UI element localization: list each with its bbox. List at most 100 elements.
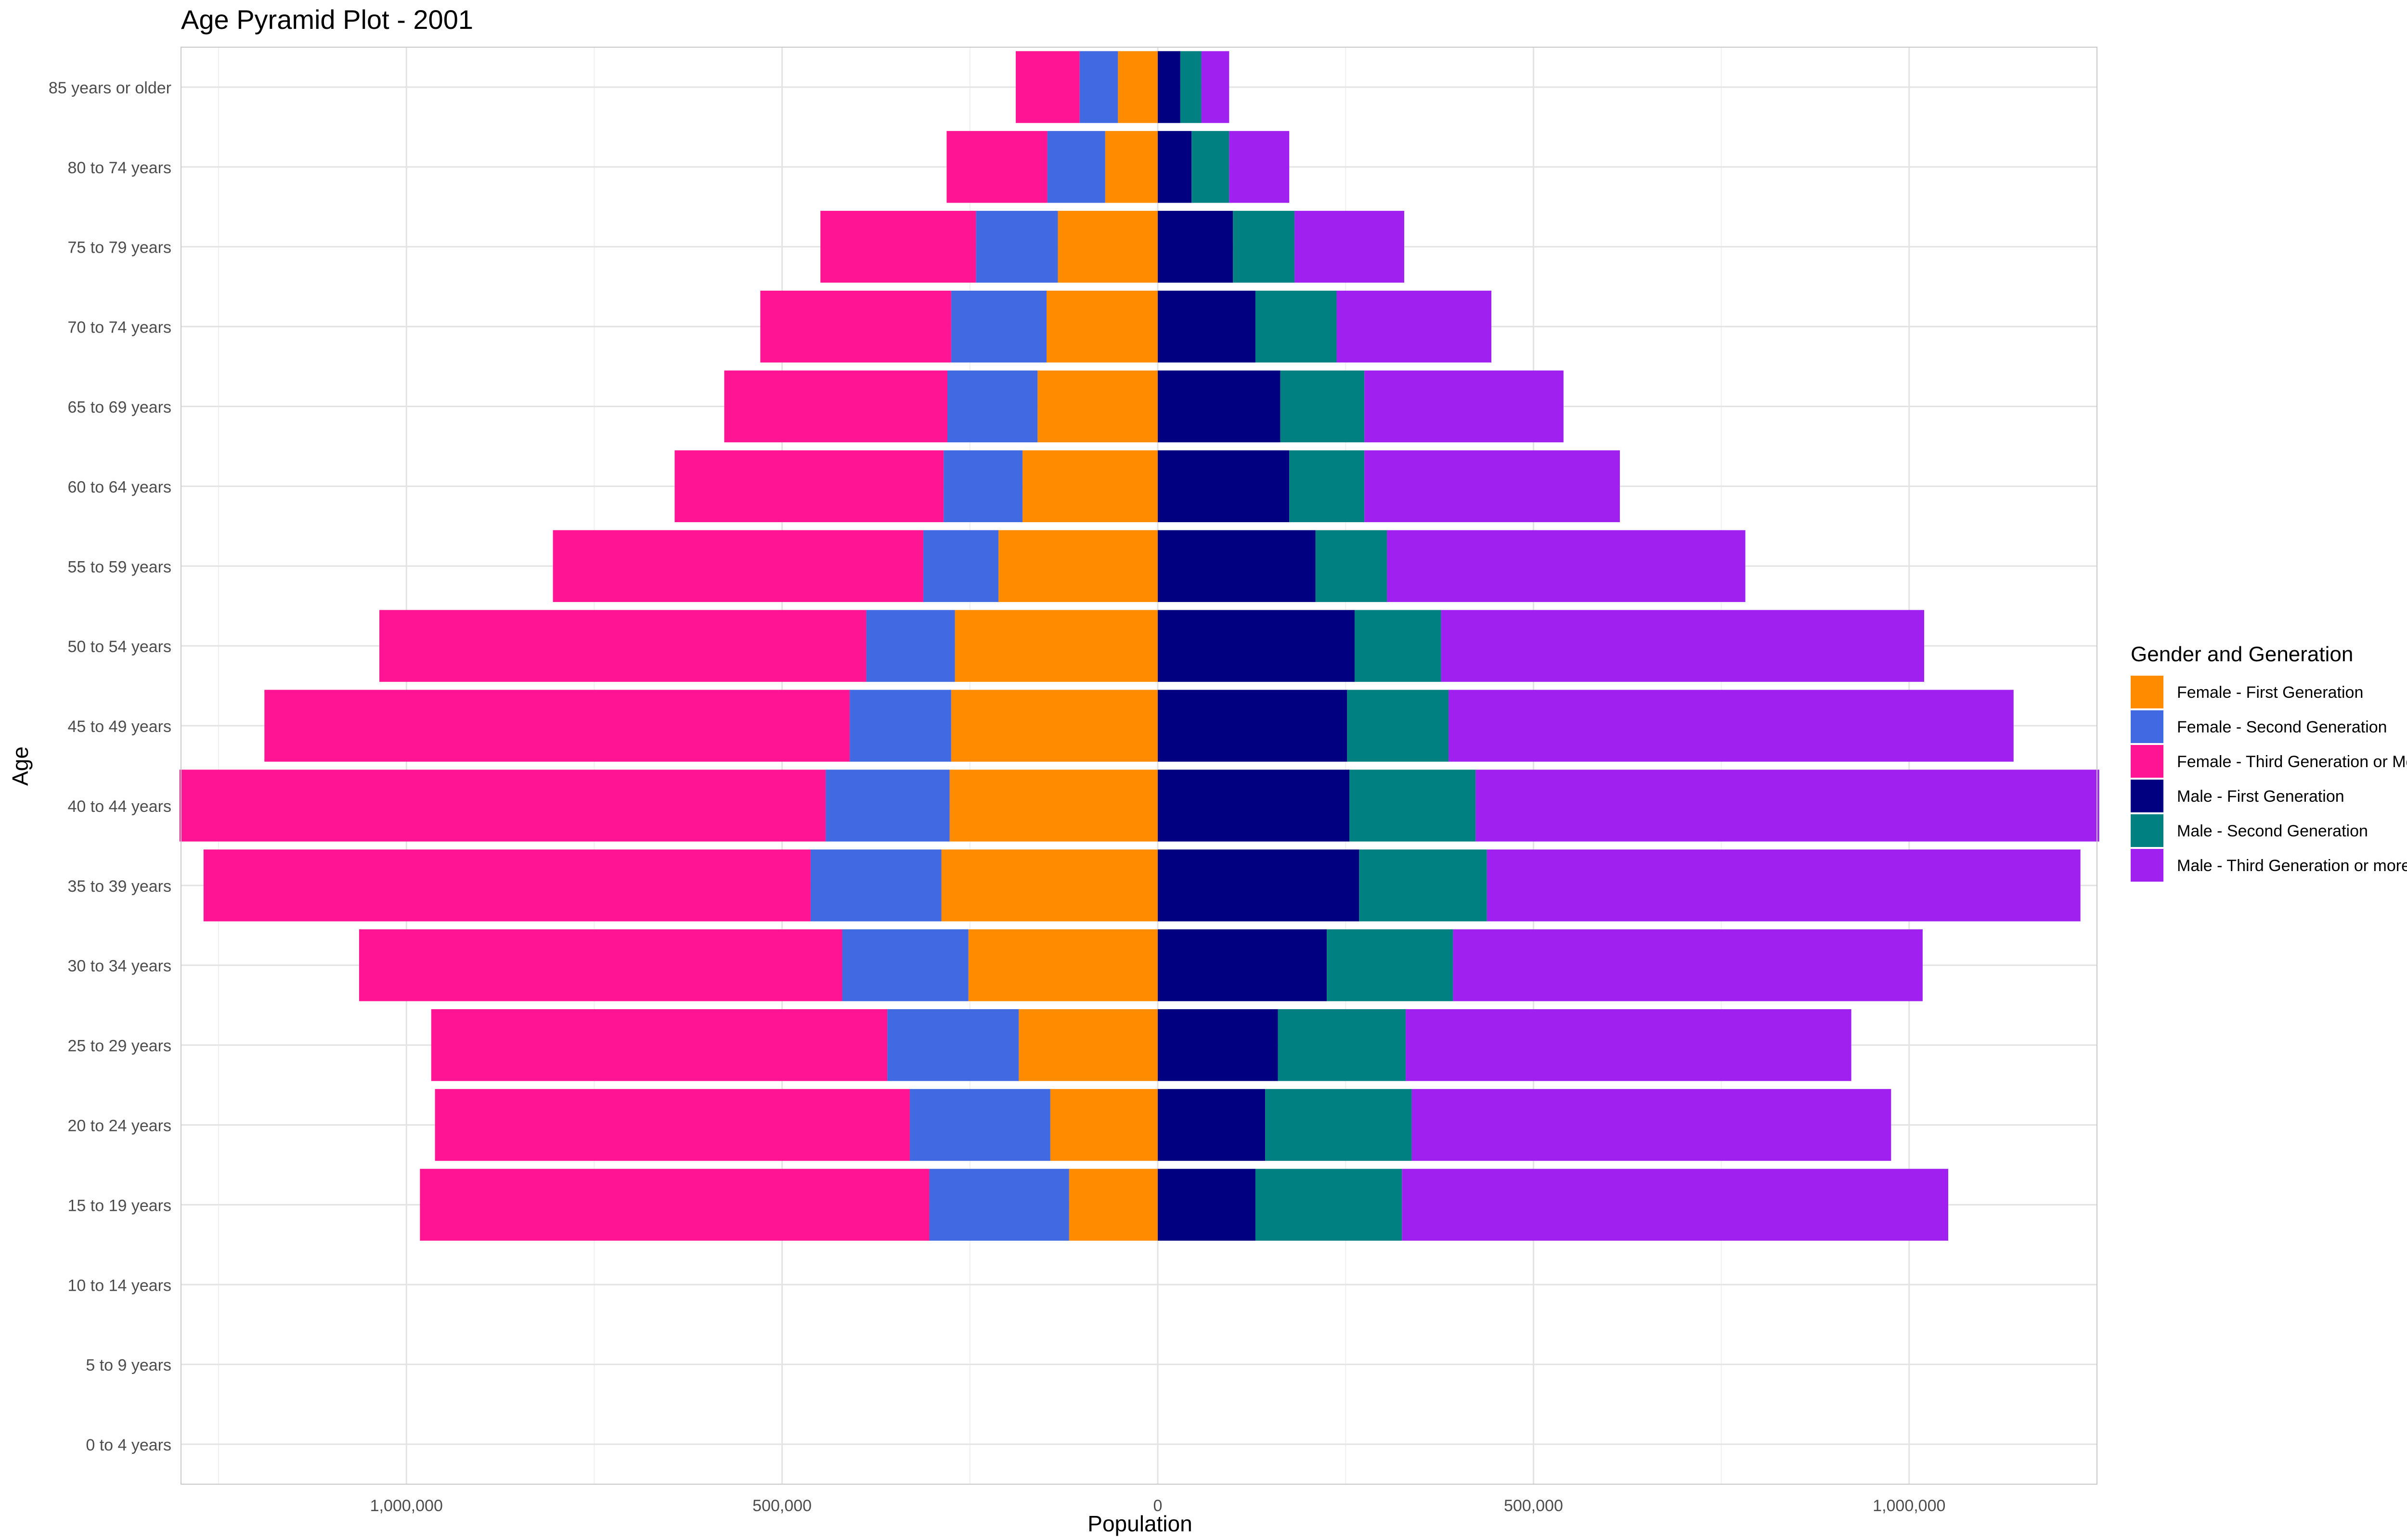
bar-segment <box>1158 1089 1266 1161</box>
bar-segment <box>1158 51 1180 123</box>
bar-segment <box>1255 290 1337 363</box>
y-tick-label: 85 years or older <box>49 79 171 97</box>
bar-segment <box>1019 1009 1158 1081</box>
plot-border <box>181 47 2097 1485</box>
bar-segment <box>1158 131 1192 203</box>
bar-segment <box>1158 1009 1278 1081</box>
bar-segment <box>1411 1089 1891 1161</box>
x-axis-tick-labels: 1,000,000 500,000 0 500,000 1,000,000 <box>370 1497 1946 1515</box>
bar-segment <box>1229 131 1290 203</box>
bar-segment <box>1158 849 1359 922</box>
bar-segment <box>1487 849 2081 922</box>
bar-segment <box>826 770 950 842</box>
bar-segment <box>810 849 942 922</box>
legend-label: Male - Third Generation or more <box>2177 857 2407 875</box>
legend-label: Female - Third Generation or More <box>2177 753 2407 771</box>
bar-segment <box>866 610 955 682</box>
y-tick-label: 65 to 69 years <box>68 398 171 417</box>
bar-segment <box>1449 690 2014 762</box>
bar-segment <box>944 450 1023 523</box>
bar-segment <box>1079 51 1118 123</box>
x-tick-label: 500,000 <box>1504 1497 1563 1515</box>
bar-segment <box>1349 770 1476 842</box>
bar-segment <box>674 450 944 523</box>
bar-segment <box>179 770 826 842</box>
y-tick-label: 20 to 24 years <box>68 1117 171 1135</box>
bar-segment <box>1359 849 1487 922</box>
bar-segment <box>850 690 951 762</box>
bar-segment <box>1050 1089 1158 1161</box>
bars <box>179 51 2099 1241</box>
bar-segment <box>379 610 867 682</box>
legend-swatch <box>2131 745 2163 778</box>
bar-segment <box>941 849 1158 922</box>
bar-segment <box>1364 450 1620 523</box>
bar-segment <box>949 770 1158 842</box>
bar-segment <box>1265 1089 1412 1161</box>
x-tick-label: 0 <box>1153 1497 1163 1515</box>
bar-segment <box>1105 131 1158 203</box>
bar-segment <box>1336 290 1492 363</box>
legend-swatch <box>2131 814 2163 847</box>
bar-segment <box>968 929 1158 1001</box>
y-tick-label: 15 to 19 years <box>68 1196 171 1215</box>
bar-segment <box>976 211 1058 283</box>
bar-segment <box>1294 211 1404 283</box>
y-tick-label: 70 to 74 years <box>68 319 171 337</box>
legend-swatch <box>2131 710 2163 743</box>
y-tick-label: 40 to 44 years <box>68 797 171 816</box>
legend-swatch <box>2131 780 2163 812</box>
bar-segment <box>1158 370 1281 443</box>
y-axis-title: Age <box>8 746 33 786</box>
bar-segment <box>1402 1168 1948 1241</box>
x-tick-label: 1,000,000 <box>1873 1497 1945 1515</box>
bar-segment <box>1387 530 1746 602</box>
bar-segment <box>1354 610 1441 682</box>
x-tick-label: 1,000,000 <box>370 1497 443 1515</box>
bar-segment <box>1280 370 1365 443</box>
bar-segment <box>1191 131 1229 203</box>
chart-title: Age Pyramid Plot - 2001 <box>181 4 473 35</box>
y-tick-label: 60 to 64 years <box>68 478 171 496</box>
y-tick-label: 0 to 4 years <box>86 1436 171 1454</box>
bar-segment <box>1441 610 1925 682</box>
bar-segment <box>1158 290 1255 363</box>
bar-segment <box>1069 1168 1158 1241</box>
y-tick-label: 55 to 59 years <box>68 558 171 576</box>
bar-segment <box>820 211 976 283</box>
bar-segment <box>1347 690 1449 762</box>
bar-segment <box>1327 929 1453 1001</box>
y-tick-label: 80 to 74 years <box>68 159 171 177</box>
bar-segment <box>1037 370 1158 443</box>
bar-segment <box>1364 370 1564 443</box>
bar-segment <box>1278 1009 1406 1081</box>
bar-segment <box>1233 211 1295 283</box>
legend-swatch <box>2131 676 2163 708</box>
bar-segment <box>264 690 850 762</box>
y-tick-label: 50 to 54 years <box>68 638 171 656</box>
bar-segment <box>1022 450 1158 523</box>
y-tick-label: 35 to 39 years <box>68 877 171 896</box>
legend-label: Male - First Generation <box>2177 787 2344 806</box>
legend: Gender and Generation Female - First Gen… <box>2131 642 2407 882</box>
bar-segment <box>420 1168 930 1241</box>
bar-segment <box>842 929 969 1001</box>
bar-segment <box>1158 770 1350 842</box>
bar-segment <box>1289 450 1365 523</box>
y-axis-tick-labels: 0 to 4 years 5 to 9 years 10 to 14 years 15… <box>49 79 171 1454</box>
legend-label: Female - Second Generation <box>2177 718 2387 736</box>
bar-segment <box>724 370 947 443</box>
legend-title: Gender and Generation <box>2131 642 2353 666</box>
bar-segment <box>929 1168 1069 1241</box>
bar-segment <box>760 290 951 363</box>
bar-segment <box>923 530 999 602</box>
x-axis-title: Population <box>1087 1511 1192 1536</box>
x-tick-label: 500,000 <box>752 1497 812 1515</box>
bar-segment <box>203 849 811 922</box>
bar-segment <box>887 1009 1019 1081</box>
bar-segment <box>1047 131 1105 203</box>
bar-segment <box>1158 610 1355 682</box>
bar-segment <box>1158 929 1327 1001</box>
legend-label: Male - Second Generation <box>2177 822 2368 840</box>
